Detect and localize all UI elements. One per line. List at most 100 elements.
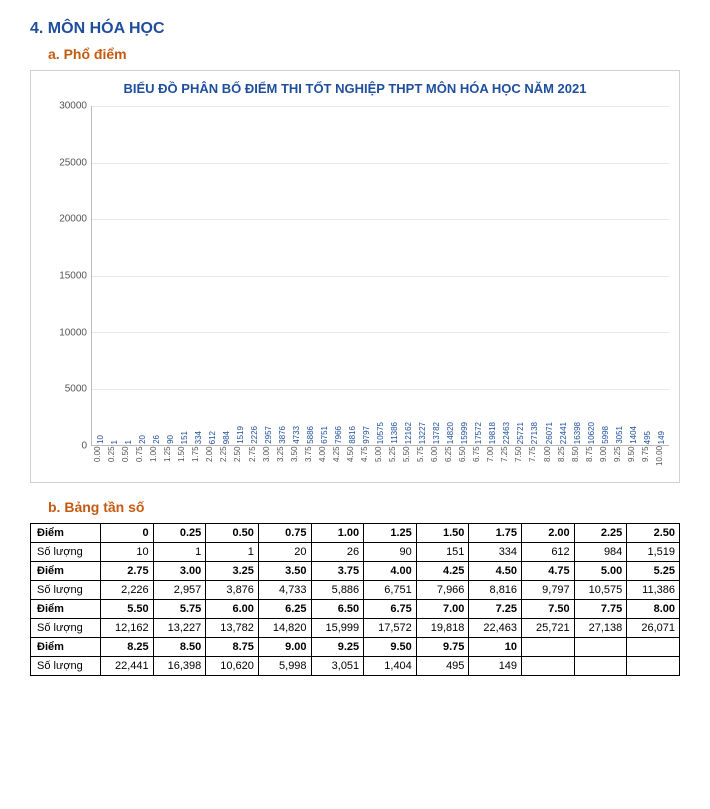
bar-value-label: 10 bbox=[96, 435, 105, 444]
bar-value-label: 10620 bbox=[587, 422, 596, 444]
x-tick-label: 6.50 bbox=[458, 446, 470, 476]
y-tick: 10000 bbox=[59, 327, 87, 338]
bar-value-label: 5886 bbox=[306, 426, 315, 444]
table-cell: 8.75 bbox=[206, 638, 259, 657]
bar-value-label: 5998 bbox=[601, 426, 610, 444]
table-cell: 4.25 bbox=[416, 562, 469, 581]
x-tick-label: 7.00 bbox=[486, 446, 498, 476]
table-cell: 2.25 bbox=[574, 524, 627, 543]
x-tick-label: 3.75 bbox=[304, 446, 316, 476]
x-tick-label: 8.50 bbox=[571, 446, 583, 476]
table-cell: 6.25 bbox=[258, 600, 311, 619]
x-tick-label: 9.50 bbox=[627, 446, 639, 476]
x-tick-label: 4.75 bbox=[360, 446, 372, 476]
x-tick-label: 3.50 bbox=[290, 446, 302, 476]
x-tick-label: 1.25 bbox=[163, 446, 175, 476]
table-cell: 3,051 bbox=[311, 657, 364, 676]
table-cell: 2.75 bbox=[101, 562, 154, 581]
y-tick: 25000 bbox=[59, 157, 87, 168]
y-tick: 0 bbox=[81, 441, 87, 452]
x-tick-label: 1.00 bbox=[149, 446, 161, 476]
x-tick-label: 2.75 bbox=[248, 446, 260, 476]
table-cell bbox=[627, 657, 680, 676]
table-cell: 9.50 bbox=[364, 638, 417, 657]
x-tick-label: 2.50 bbox=[233, 446, 245, 476]
x-tick-label: 5.25 bbox=[388, 446, 400, 476]
table-cell: 4.50 bbox=[469, 562, 522, 581]
x-tick-label: 7.25 bbox=[500, 446, 512, 476]
table-cell: 9,797 bbox=[522, 581, 575, 600]
bar-value-label: 20 bbox=[138, 435, 147, 444]
table-cell: 7.00 bbox=[416, 600, 469, 619]
x-tick-label: 4.00 bbox=[318, 446, 330, 476]
table-cell: 612 bbox=[522, 543, 575, 562]
table-cell: 10 bbox=[101, 543, 154, 562]
x-tick-label: 0.00 bbox=[93, 446, 105, 476]
bar-value-label: 16398 bbox=[573, 422, 582, 444]
x-tick-label: 1.75 bbox=[191, 446, 203, 476]
table-cell: 26,071 bbox=[627, 619, 680, 638]
table-cell: 2,226 bbox=[101, 581, 154, 600]
x-tick-label: 2.00 bbox=[205, 446, 217, 476]
bar-value-label: 15999 bbox=[460, 422, 469, 444]
x-tick-label: 8.75 bbox=[585, 446, 597, 476]
subsection-b-text: Bảng tần số bbox=[64, 499, 144, 515]
table-cell: 4.00 bbox=[364, 562, 417, 581]
table-cell: 3.00 bbox=[153, 562, 206, 581]
subsection-b-label: b. bbox=[48, 499, 60, 515]
table-cell: 1.50 bbox=[416, 524, 469, 543]
bar-value-label: 1404 bbox=[629, 426, 638, 444]
x-tick-label: 4.50 bbox=[346, 446, 358, 476]
x-tick-label: 2.25 bbox=[219, 446, 231, 476]
table-cell: 2,957 bbox=[153, 581, 206, 600]
x-tick-label: 0.25 bbox=[107, 446, 119, 476]
bar-value-label: 6751 bbox=[320, 426, 329, 444]
table-cell: 2.00 bbox=[522, 524, 575, 543]
table-cell: 7.75 bbox=[574, 600, 627, 619]
row-header: Điểm bbox=[31, 638, 101, 657]
table-cell: 11,386 bbox=[627, 581, 680, 600]
y-tick: 15000 bbox=[59, 271, 87, 282]
table-cell: 7,966 bbox=[416, 581, 469, 600]
table-row: Điểm00.250.500.751.001.251.501.752.002.2… bbox=[31, 524, 680, 543]
row-header: Số lượng bbox=[31, 619, 101, 638]
table-cell: 1,404 bbox=[364, 657, 417, 676]
table-cell: 2.50 bbox=[627, 524, 680, 543]
table-cell: 4,733 bbox=[258, 581, 311, 600]
table-cell: 4.75 bbox=[522, 562, 575, 581]
table-cell: 9.75 bbox=[416, 638, 469, 657]
bar-value-label: 13227 bbox=[418, 422, 427, 444]
table-cell: 1,519 bbox=[627, 543, 680, 562]
x-tick-label: 10.00 bbox=[655, 446, 667, 476]
table-cell: 3.25 bbox=[206, 562, 259, 581]
table-cell bbox=[522, 638, 575, 657]
bar-value-label: 22463 bbox=[502, 422, 511, 444]
x-tick-label: 9.25 bbox=[613, 446, 625, 476]
table-cell: 12,162 bbox=[101, 619, 154, 638]
y-tick: 20000 bbox=[59, 214, 87, 225]
chart-container: BIỂU ĐỒ PHÂN BỐ ĐIỂM THI TỐT NGHIỆP THPT… bbox=[30, 70, 680, 483]
table-cell: 0.75 bbox=[258, 524, 311, 543]
table-cell: 5.75 bbox=[153, 600, 206, 619]
bar-value-label: 984 bbox=[222, 431, 231, 444]
x-tick-label: 8.00 bbox=[543, 446, 555, 476]
x-tick-label: 9.75 bbox=[641, 446, 653, 476]
x-tick-label: 9.00 bbox=[599, 446, 611, 476]
table-cell: 5.50 bbox=[101, 600, 154, 619]
table-cell: 13,782 bbox=[206, 619, 259, 638]
bar-value-label: 1 bbox=[110, 440, 119, 444]
chart-title: BIỂU ĐỒ PHÂN BỐ ĐIỂM THI TỐT NGHIỆP THPT… bbox=[41, 81, 669, 96]
table-cell: 8,816 bbox=[469, 581, 522, 600]
bar-value-label: 90 bbox=[166, 435, 175, 444]
table-cell: 5,998 bbox=[258, 657, 311, 676]
table-cell: 26 bbox=[311, 543, 364, 562]
bar-value-label: 149 bbox=[657, 431, 666, 444]
table-cell: 5,886 bbox=[311, 581, 364, 600]
bar-value-label: 7966 bbox=[334, 426, 343, 444]
bar-value-label: 25721 bbox=[516, 422, 525, 444]
table-cell: 13,227 bbox=[153, 619, 206, 638]
x-tick-label: 7.75 bbox=[528, 446, 540, 476]
table-cell: 10,620 bbox=[206, 657, 259, 676]
table-cell: 14,820 bbox=[258, 619, 311, 638]
table-cell: 1.75 bbox=[469, 524, 522, 543]
